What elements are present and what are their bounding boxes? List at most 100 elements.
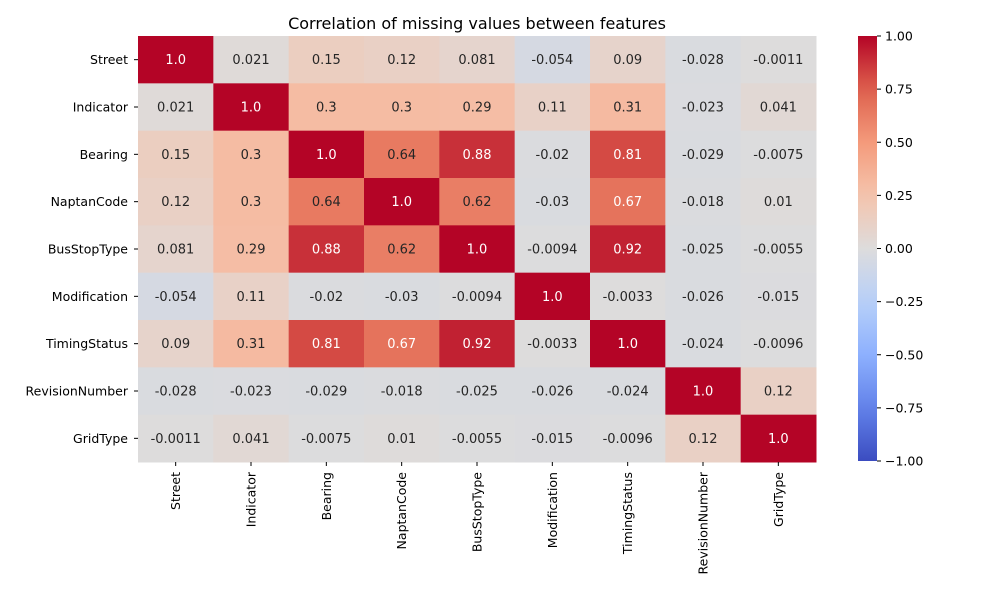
cell-value-label: 0.81: [312, 337, 341, 352]
heatmap-cell: [138, 272, 214, 321]
cell-value-label: 1.0: [693, 385, 714, 400]
heatmap-cells: 1.0 0.021 0.15 0.12 0.081 -0.054 0.09 -0.028 -0.…: [138, 36, 817, 463]
column-label: Indicator: [244, 471, 259, 527]
column-label: RevisionNumber: [696, 471, 711, 574]
heatmap-cell: [514, 320, 591, 368]
heatmap-cell: [665, 83, 742, 132]
cell-value-label: 0.11: [237, 290, 266, 305]
colorbar-tick-label: −1.00: [885, 454, 923, 469]
column-label: TimingStatus: [620, 472, 635, 555]
cell-value-label: 0.92: [613, 243, 642, 258]
heatmap-cell: [364, 36, 440, 84]
heatmap-cell: [740, 320, 817, 368]
heatmap-cell: [364, 367, 440, 416]
heatmap-cell: [590, 320, 666, 368]
cell-value-label: 0.081: [157, 243, 194, 258]
cell-value-label: -0.015: [531, 432, 573, 447]
column-label: NaptanCode: [394, 472, 409, 550]
cell-value-label: 0.67: [387, 337, 416, 352]
cell-value-label: -0.02: [310, 290, 344, 305]
cell-value-label: -0.026: [682, 290, 724, 305]
colorbar: 1.00 0.75 0.50 0.25 0.00 −0.25 −0.50 −0.75 −1.00: [858, 29, 923, 469]
heatmap-cell: [514, 225, 591, 274]
row-label: Bearing: [80, 147, 128, 162]
colorbar-tick-label: 0.25: [885, 188, 913, 203]
cell-value-label: -0.0094: [527, 243, 577, 258]
colorbar-tick-label: −0.50: [885, 347, 923, 362]
colorbar-tick-label: 0.75: [885, 82, 913, 97]
colorbar-tick-label: −0.75: [885, 400, 923, 415]
heatmap-cell: [138, 36, 214, 84]
heatmap-cell: [665, 178, 742, 226]
heatmap-cell: [665, 320, 742, 368]
cell-value-label: -0.0075: [753, 148, 803, 163]
cell-value-label: 0.12: [387, 53, 416, 68]
cell-value-label: 0.62: [463, 195, 492, 210]
row-label: Indicator: [73, 100, 129, 115]
cell-value-label: -0.0011: [151, 432, 201, 447]
column-label: GridType: [771, 472, 786, 527]
heatmap-cell: [213, 36, 290, 84]
cell-value-label: 0.12: [161, 195, 190, 210]
cell-value-label: 0.041: [232, 432, 269, 447]
heatmap-cell: [740, 225, 817, 274]
heatmap-cell: [514, 130, 591, 179]
heatmap-cell: [364, 272, 440, 321]
cell-value-label: 1.0: [241, 101, 262, 116]
cell-value-label: 0.01: [764, 195, 793, 210]
cell-value-label: -0.0033: [527, 337, 577, 352]
cell-value-label: 1.0: [391, 195, 412, 210]
cell-value-label: 0.3: [316, 101, 337, 116]
cell-value-label: 1.0: [617, 337, 638, 352]
cell-value-label: 0.041: [760, 101, 797, 116]
heatmap-cell: [590, 272, 666, 321]
cell-value-label: 0.62: [387, 243, 416, 258]
heatmap-cell: [213, 130, 290, 179]
row-label: BusStopType: [48, 242, 128, 257]
heatmap-cell: [740, 367, 817, 416]
heatmap-cell: [288, 225, 365, 274]
colorbar-tick-label: 0.50: [885, 135, 913, 150]
cell-value-label: -0.0011: [753, 53, 803, 68]
heatmap-cell: [138, 367, 214, 416]
cell-value-label: 0.31: [613, 101, 642, 116]
cell-value-label: -0.025: [456, 385, 498, 400]
heatmap-cell: [514, 36, 591, 84]
heatmap-cell: [213, 178, 290, 226]
heatmap-cell: [213, 367, 290, 416]
heatmap-cell: [288, 367, 365, 416]
heatmap-cell: [740, 414, 817, 463]
heatmap-cell: [439, 414, 516, 463]
heatmap-cell: [213, 272, 290, 321]
row-label: Street: [90, 52, 128, 67]
column-label: Modification: [545, 472, 560, 548]
heatmap-cell: [288, 130, 365, 179]
heatmap-cell: [590, 225, 666, 274]
heatmap-cell: [213, 320, 290, 368]
cell-value-label: 0.64: [312, 195, 341, 210]
cell-value-label: -0.026: [531, 385, 573, 400]
cell-value-label: 1.0: [165, 53, 186, 68]
cell-value-label: 1.0: [316, 148, 337, 163]
heatmap-cell: [138, 83, 214, 132]
cell-value-label: -0.018: [682, 195, 724, 210]
cell-value-label: 0.021: [232, 53, 269, 68]
cell-value-label: 0.67: [613, 195, 642, 210]
heatmap-cell: [138, 178, 214, 226]
heatmap-cell: [590, 130, 666, 179]
heatmap-cell: [288, 83, 365, 132]
cell-value-label: 0.021: [157, 101, 194, 116]
heatmap-cell: [364, 225, 440, 274]
heatmap-cell: [439, 130, 516, 179]
heatmap-cell: [514, 414, 591, 463]
cell-value-label: -0.0055: [452, 432, 502, 447]
heatmap-cell: [665, 130, 742, 179]
heatmap-cell: [740, 83, 817, 132]
cell-value-label: -0.028: [155, 385, 197, 400]
heatmap-cell: [590, 36, 666, 84]
heatmap-cell: [665, 272, 742, 321]
cell-value-label: -0.0096: [603, 432, 653, 447]
colorbar-ticks: 1.00 0.75 0.50 0.25 0.00 −0.25 −0.50 −0.75 −1.00: [877, 29, 923, 469]
column-label: Bearing: [319, 472, 334, 520]
cell-value-label: -0.054: [155, 290, 197, 305]
